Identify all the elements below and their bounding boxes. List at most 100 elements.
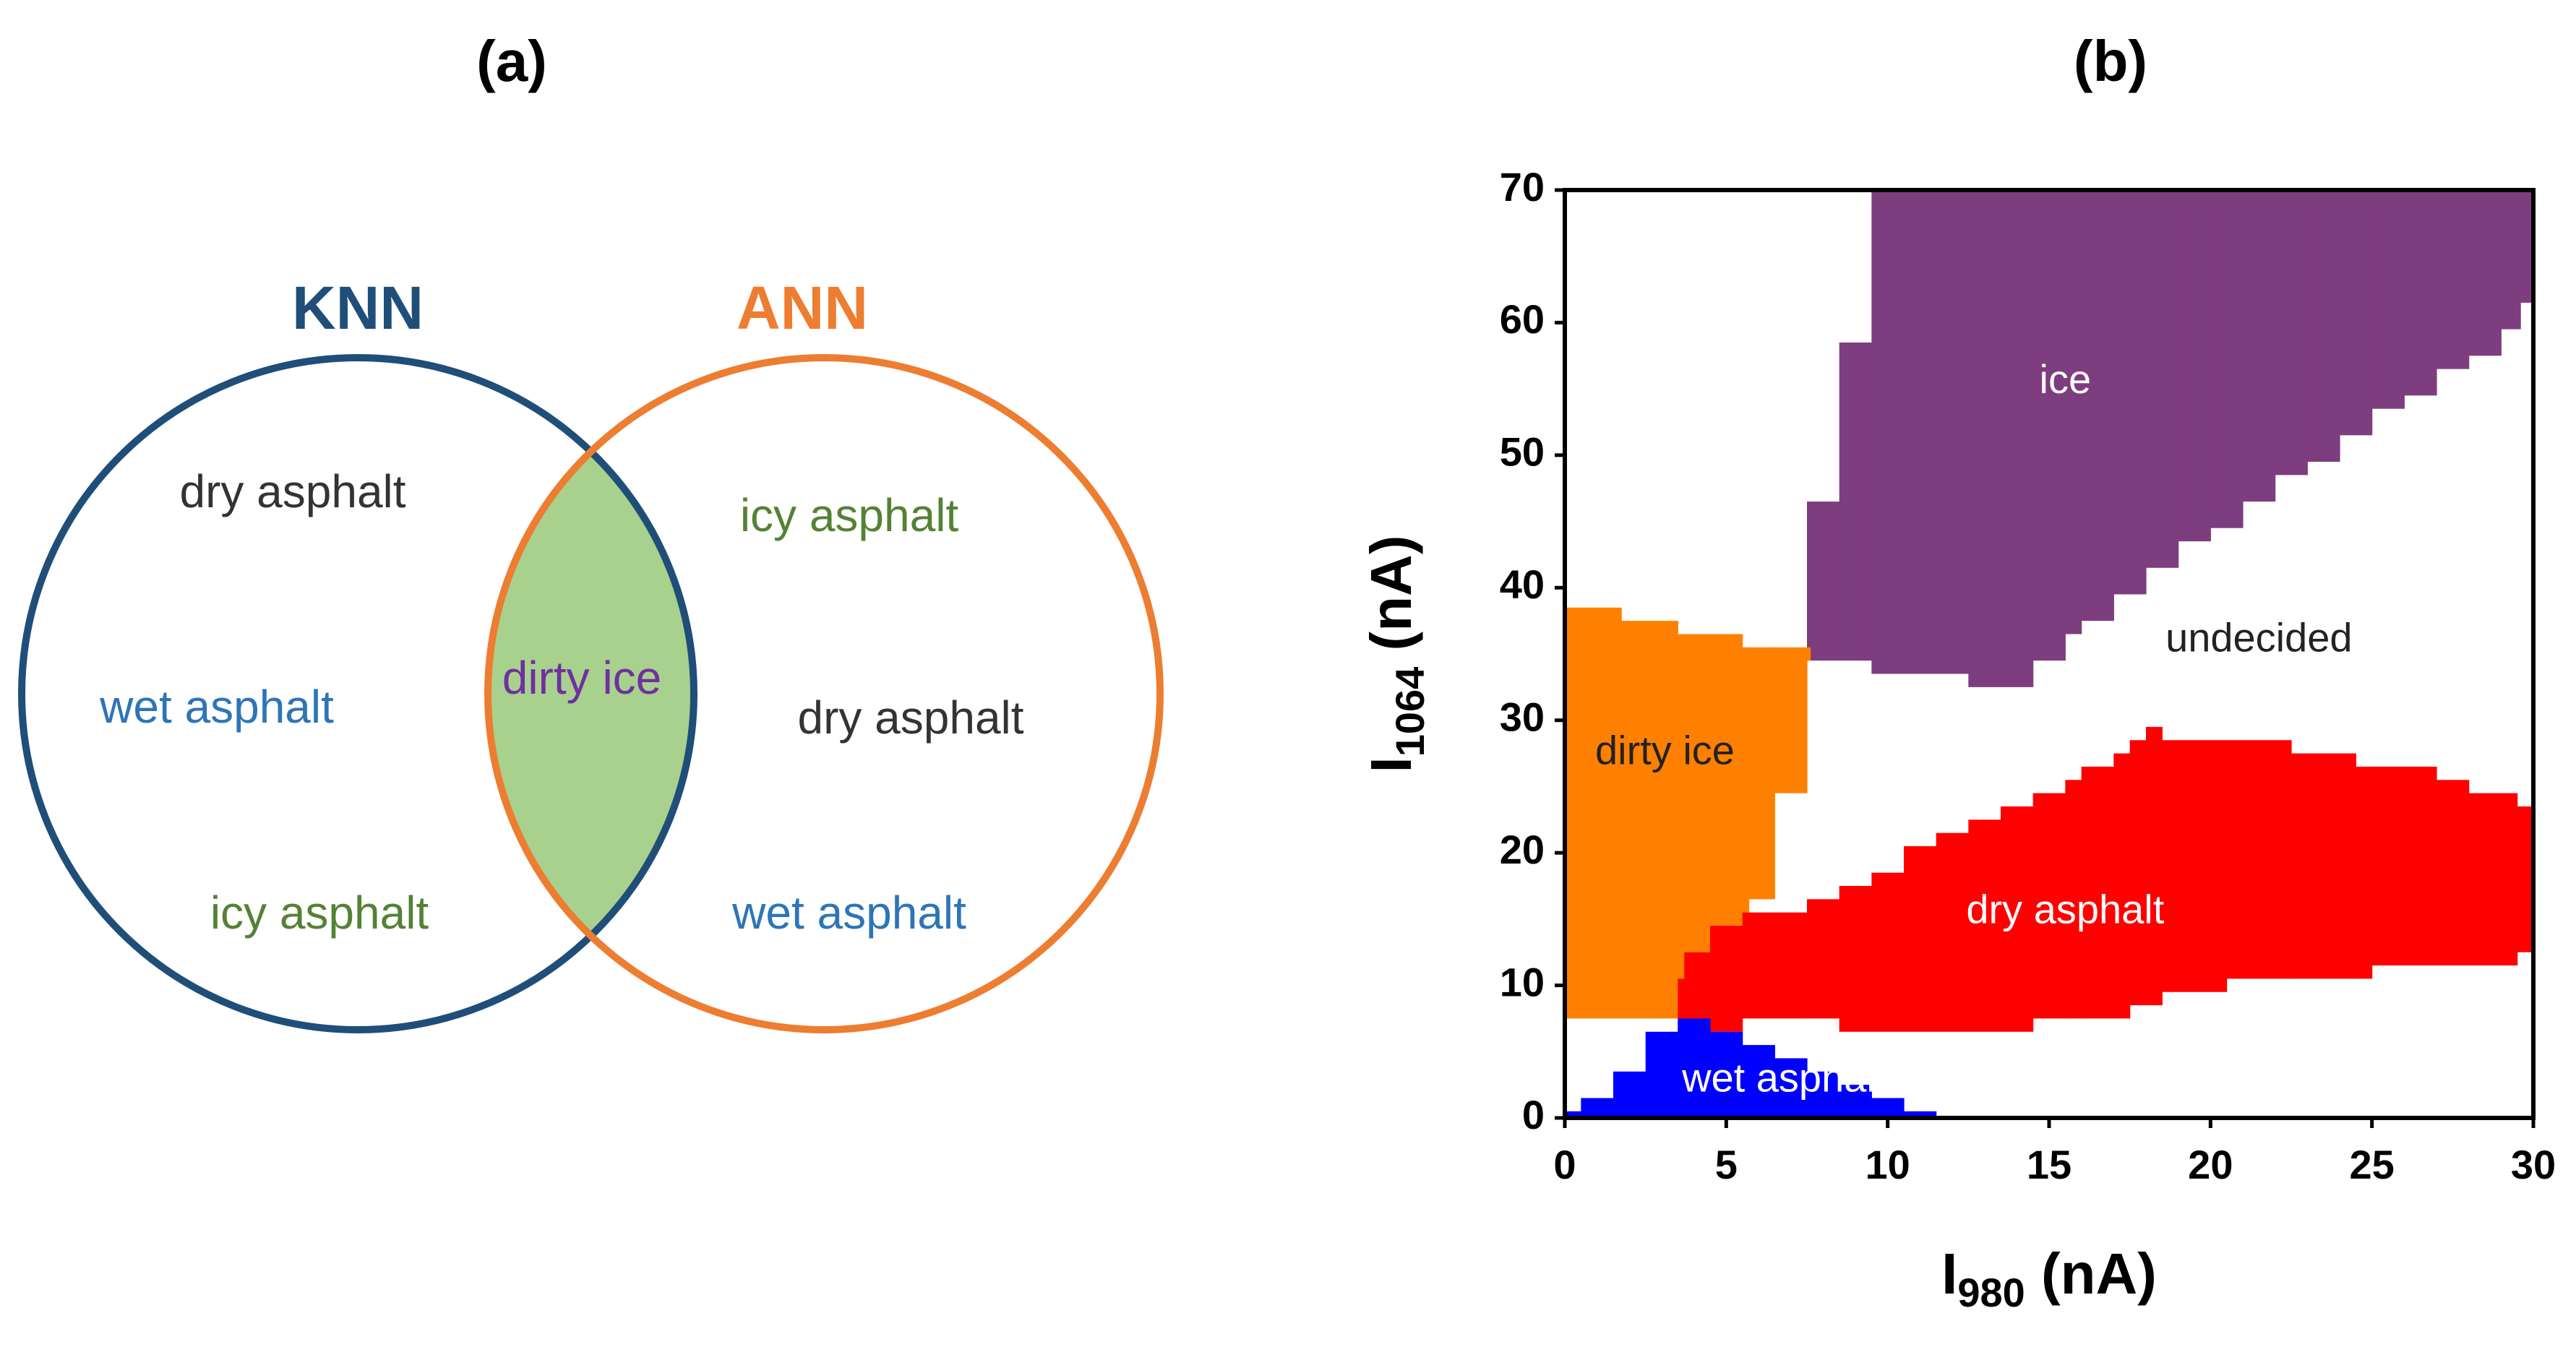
x-axis-ticks: 0 5 10 15 20 25 30	[1553, 1118, 2556, 1187]
ann-circle	[484, 354, 1164, 1033]
region-label-ice: ice	[2040, 356, 2092, 402]
region-ice-segment	[2065, 190, 2082, 634]
region-wet-asphalt-segment	[1678, 1018, 1711, 1118]
region-ice-segment	[2032, 190, 2066, 661]
region-dirty-ice-segment	[1807, 647, 1811, 661]
region-wet-asphalt-segment	[1710, 1031, 1743, 1118]
region-ice-segment	[2210, 190, 2244, 528]
region-wet-asphalt-segment	[1565, 1111, 1581, 1118]
region-wet-asphalt-segment	[1774, 1058, 1808, 1118]
region-ice-segment	[2340, 190, 2373, 436]
region-ice-segment	[2520, 190, 2534, 303]
region-dirty-ice-segment	[1748, 647, 1775, 900]
region-ice-segment	[2501, 190, 2521, 330]
region-wet-asphalt-segment	[1871, 1098, 1905, 1118]
panel-b-label: (b)	[2074, 29, 2147, 93]
y-tick-label: 40	[1500, 561, 1545, 607]
region-dry-asphalt-segment	[2032, 793, 2066, 1019]
region-wet-asphalt-segment	[1839, 1085, 1872, 1118]
region-dirty-ice-segment	[1621, 621, 1678, 1019]
region-wet-asphalt-segment	[1645, 1031, 1678, 1118]
region-dry-asphalt-segment	[2437, 780, 2470, 966]
region-ice-segment	[2468, 190, 2502, 356]
region-dry-asphalt-segment	[2001, 806, 2034, 1032]
region-dry-asphalt-segment	[1807, 899, 1840, 1019]
region-dry-asphalt-segment	[2146, 726, 2163, 1006]
regions-layer	[1565, 190, 2534, 1118]
y-tick-label: 30	[1500, 694, 1545, 740]
knn-icy-asphalt: icy asphalt	[210, 887, 429, 939]
region-dry-asphalt-segment	[1871, 872, 1905, 1032]
region-ice-segment	[1807, 502, 1840, 661]
region-dry-asphalt-segment	[1678, 978, 1685, 1032]
panel-a-label: (a)	[476, 29, 547, 93]
decision-region-chart: ice dirty ice dry asphalt wet asphalt undeci…	[1359, 164, 2556, 1315]
x-axis-title: I980 (nA)	[1941, 1241, 2157, 1315]
region-dry-asphalt-segment	[2468, 793, 2518, 966]
region-ice-segment	[1968, 190, 2034, 687]
region-wet-asphalt-segment	[1904, 1111, 1937, 1118]
region-dirty-ice-segment	[1565, 607, 1622, 1019]
x-tick-label: 20	[2188, 1142, 2233, 1187]
region-ice-segment	[2437, 190, 2470, 369]
region-wet-asphalt	[1565, 1018, 1937, 1118]
region-dry-asphalt-segment	[2517, 806, 2534, 952]
region-dry-asphalt-segment	[2081, 766, 2114, 1019]
region-dry-asphalt-segment	[1684, 952, 1711, 1032]
region-wet-asphalt-segment	[1807, 1071, 1840, 1118]
x-tick-label: 0	[1553, 1142, 1576, 1187]
ann-icy-asphalt: icy asphalt	[740, 489, 959, 541]
region-dry-asphalt	[1678, 726, 2534, 1032]
knn-title: KNN	[292, 274, 424, 342]
region-ice-segment	[2178, 190, 2211, 542]
venn-diagram: KNN ANN dry asphalt wet asphalt icy asph…	[18, 274, 1164, 1033]
region-dry-asphalt-segment	[1936, 832, 1969, 1032]
y-tick-label: 20	[1500, 827, 1545, 872]
region-dirty-ice	[1565, 607, 1811, 1019]
region-ice	[1807, 190, 2534, 687]
x-tick-label: 5	[1715, 1142, 1738, 1187]
region-dry-asphalt-segment	[2113, 753, 2131, 1019]
region-wet-asphalt-segment	[1613, 1071, 1647, 1118]
region-ice-segment	[2243, 190, 2276, 502]
y-tick-label: 10	[1500, 959, 1545, 1004]
region-label-dry-asphalt: dry asphalt	[1966, 886, 2164, 931]
region-dry-asphalt-segment	[2065, 780, 2082, 1019]
region-wet-asphalt-segment	[1742, 1045, 1775, 1118]
region-dirty-ice-segment	[1742, 647, 1750, 926]
knn-wet-asphalt: wet asphalt	[99, 681, 334, 733]
y-tick-label: 0	[1522, 1092, 1545, 1137]
region-ice-segment	[2371, 190, 2405, 409]
region-ice-segment	[2307, 190, 2340, 462]
region-ice-segment	[1871, 190, 1969, 674]
overlap-dirty-ice: dirty ice	[502, 652, 662, 704]
ann-dry-asphalt: dry asphalt	[797, 692, 1023, 744]
region-label-wet-asphalt: wet asphalt	[1681, 1054, 1887, 1100]
region-dry-asphalt-segment	[1839, 886, 1872, 1032]
y-tick-label: 50	[1500, 429, 1545, 475]
region-dry-asphalt-segment	[2226, 740, 2292, 979]
region-dirty-ice-segment	[1678, 634, 1685, 1019]
ann-title: ANN	[737, 274, 868, 342]
knn-dry-asphalt: dry asphalt	[179, 465, 405, 517]
y-tick-label: 60	[1500, 296, 1545, 342]
region-dry-asphalt-segment	[2129, 740, 2147, 1006]
region-ice-segment	[1839, 342, 1872, 661]
region-ice-segment	[2113, 190, 2147, 595]
y-axis-title: I1064 (nA)	[1359, 535, 1433, 773]
region-dry-asphalt-segment	[1968, 819, 2001, 1032]
ann-wet-asphalt: wet asphalt	[731, 887, 966, 939]
region-dry-asphalt-segment	[2371, 766, 2437, 966]
region-dirty-ice-segment	[1774, 647, 1808, 793]
region-ice-segment	[2081, 190, 2114, 621]
region-dirty-ice-segment	[1684, 634, 1717, 952]
y-tick-label: 70	[1500, 164, 1545, 210]
region-ice-segment	[2404, 190, 2437, 396]
region-labels-layer: ice dirty ice dry asphalt wet asphalt undeci…	[1595, 356, 2353, 1101]
x-axis-subscript: 980	[1957, 1270, 2025, 1315]
region-dry-asphalt-segment	[2162, 740, 2228, 992]
region-dry-asphalt-segment	[1710, 926, 1743, 1032]
x-tick-label: 15	[2027, 1142, 2071, 1187]
x-tick-label: 10	[1866, 1142, 1910, 1187]
